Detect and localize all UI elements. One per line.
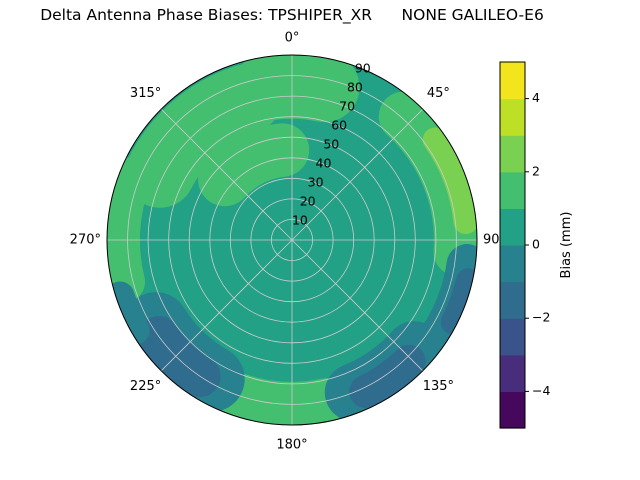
colorbar-band-6 <box>500 171 525 209</box>
colorbar-tick-label--4: −4 <box>532 383 550 398</box>
contour-region-upper-left-green-inner <box>198 123 310 207</box>
r-tick-label-20: 20 <box>300 194 316 209</box>
colorbar-band-9 <box>500 62 525 100</box>
grid-spoke-225 <box>160 239 293 372</box>
theta-tick-label-225: 225° <box>130 379 161 394</box>
colorbar-band-0 <box>500 391 525 429</box>
chart-title: Delta Antenna Phase Biases: TPSHIPER_XR … <box>40 6 544 24</box>
colorbar-band-4 <box>500 245 525 283</box>
r-tick-label-30: 30 <box>308 175 324 190</box>
grid-spoke-315 <box>160 108 293 241</box>
theta-tick-label-45: 45° <box>427 86 450 101</box>
colorbar-band-3 <box>500 281 525 319</box>
r-tick-label-10: 10 <box>292 213 308 228</box>
r-tick-label-40: 40 <box>316 156 332 171</box>
r-tick-label-90: 90 <box>355 61 371 76</box>
contour-region-bottom-right-blue-core <box>349 344 426 408</box>
theta-tick-label-315: 315° <box>130 86 161 101</box>
colorbar-band-1 <box>500 354 525 392</box>
colorbar-tick-label-0: 0 <box>532 237 540 252</box>
r-tick-label-70: 70 <box>339 99 355 114</box>
r-tick-label-60: 60 <box>331 118 347 133</box>
colorbar-band-5 <box>500 208 525 246</box>
contour-region-left-blue <box>107 281 150 345</box>
contour-region-right-light-green-core <box>422 127 477 235</box>
theta-tick-label-180: 180° <box>276 438 307 453</box>
theta-tick-label-0: 0° <box>285 31 300 46</box>
colorbar-tick-label--2: −2 <box>532 310 550 325</box>
r-tick-label-80: 80 <box>347 80 363 95</box>
colorbar-tick-label-4: 4 <box>532 90 540 105</box>
contour-region-right-blue-core <box>440 268 477 335</box>
contour-region-left-green <box>107 157 152 303</box>
colorbar-tick-label-2: 2 <box>532 163 540 178</box>
grid-spoke-45 <box>291 108 424 241</box>
colorbar-band-8 <box>500 98 525 136</box>
colorbar: 4 2 0 −2 −4 Bias (mm) <box>499 61 574 429</box>
polar-spine <box>106 54 478 426</box>
theta-tick-label-270: 270° <box>70 233 101 248</box>
colorbar-band-2 <box>500 318 525 356</box>
polar-grid <box>107 55 477 425</box>
colorbar-band-7 <box>500 135 525 173</box>
colorbar-axis-label: Bias (mm) <box>559 212 574 279</box>
theta-tick-label-135: 135° <box>423 379 454 394</box>
r-tick-label-50: 50 <box>323 137 339 152</box>
contour-region-upper-left-green-outer <box>125 64 282 208</box>
grid-spoke-135 <box>291 239 424 372</box>
